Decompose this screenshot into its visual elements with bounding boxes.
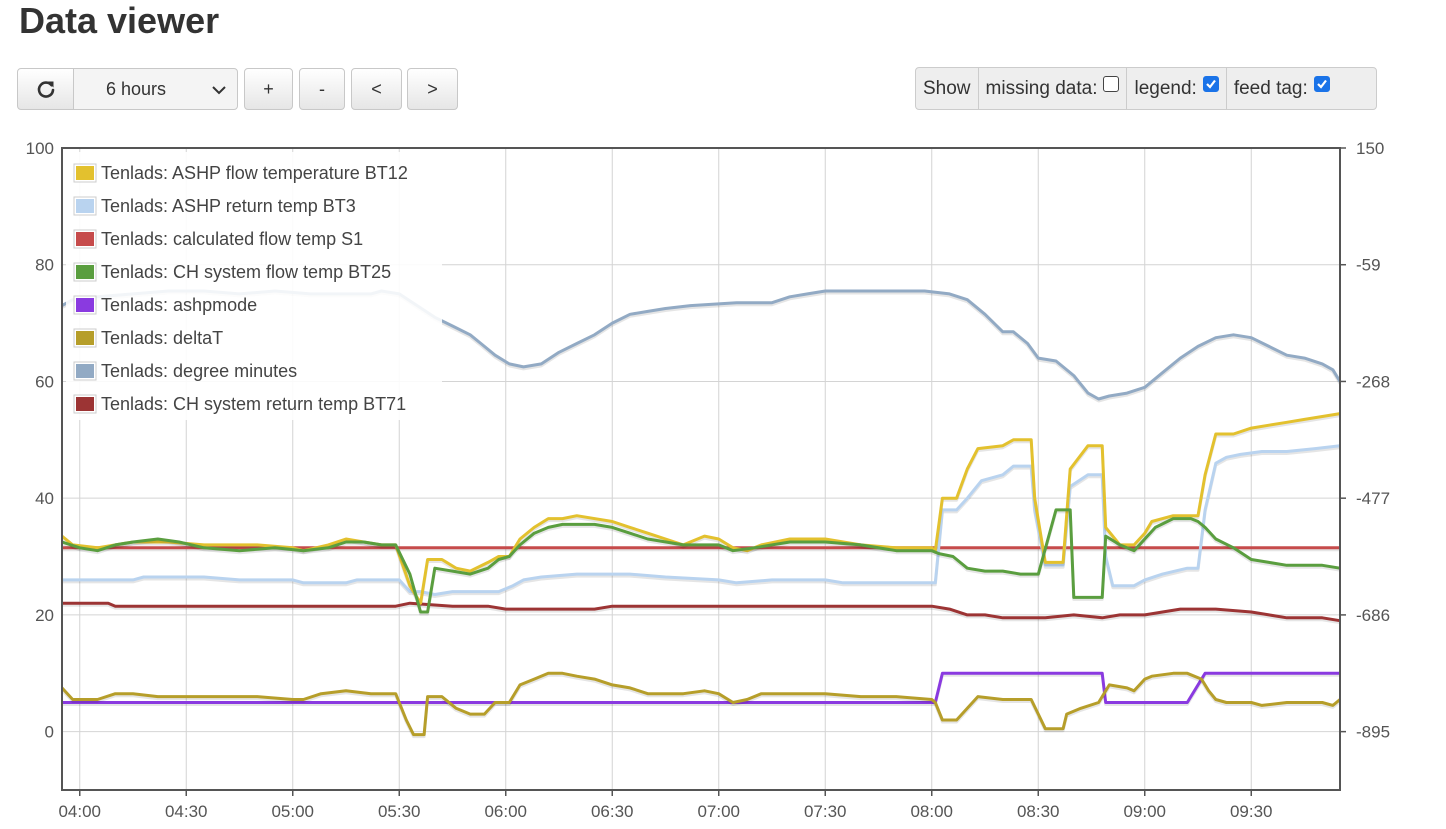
x-tick-label: 08:30 [1017,802,1060,821]
legend-swatch [76,298,94,312]
missing-data-option[interactable]: missing data: [979,68,1128,109]
legend-label: legend: [1134,77,1197,99]
y-tick-label-right: 150 [1356,139,1384,158]
legend-entry-label: Tenlads: calculated flow temp S1 [101,229,363,249]
data-chart[interactable]: 100 80 60 40 20 0 150 -59 -268 -477 -686 -895 04:0… [0,130,1446,829]
y-tick-label-right: -59 [1356,256,1381,275]
legend-swatch [76,232,94,246]
page-title: Data viewer [19,0,220,41]
interval-select-value: 6 hours [106,78,167,99]
series-line-0 [61,412,1341,605]
feed-tag-option[interactable]: feed tag: [1227,68,1337,109]
show-options: Show missing data: legend: feed tag: [915,67,1377,110]
y-tick-label-right: -686 [1356,606,1390,625]
series-shadow [61,414,1341,607]
legend-swatch [76,331,94,345]
series-line-3 [61,508,1341,614]
x-tick-label: 04:00 [58,802,101,821]
series-line-5 [60,671,1341,737]
chart-grid [62,147,1340,790]
y-tick-label-right: -477 [1356,489,1390,508]
checkmark-icon [1317,79,1327,89]
series-shadow [60,673,1341,739]
series-shadow [62,603,1341,625]
legend-entry-label: Tenlads: ashpmode [101,295,257,315]
pan-right-button[interactable]: > [407,68,458,110]
x-tick-label: 08:00 [910,802,953,821]
y-tick-label-right: -895 [1356,723,1390,742]
legend-swatch [76,166,94,180]
refresh-icon [37,81,54,98]
x-tick-label: 06:30 [591,802,634,821]
legend-swatch [76,265,94,279]
y-tick-label-left: 80 [35,256,54,275]
legend-entry-label: Tenlads: ASHP flow temperature BT12 [101,163,408,183]
x-tick-label: 09:00 [1123,802,1166,821]
series-line-1 [62,444,1341,596]
zoom-in-button[interactable]: + [244,68,293,110]
legend-entry-label: Tenlads: degree minutes [101,361,297,381]
legend-entry-label: Tenlads: deltaT [101,328,223,348]
y-tick-label-right: -268 [1356,372,1390,391]
x-tick-label: 06:00 [484,802,527,821]
y-tick-label-left: 60 [35,372,54,391]
x-tick-label: 04:30 [165,802,208,821]
y-tick-label-left: 20 [35,606,54,625]
legend-swatch [76,199,94,213]
y-tick-label-left: 40 [35,489,54,508]
feed-tag-checkbox[interactable] [1313,75,1330,92]
legend-checkbox[interactable] [1202,75,1219,92]
x-tick-label: 05:00 [271,802,314,821]
legend-entry-label: Tenlads: CH system flow temp BT25 [101,262,391,282]
pan-left-button[interactable]: < [351,68,402,110]
y-tick-label-left: 100 [26,139,54,158]
x-tick-label: 07:30 [804,802,847,821]
missing-data-checkbox[interactable] [1103,75,1120,92]
y-axis-left: 100 80 60 40 20 0 [26,139,54,742]
legend-option[interactable]: legend: [1127,68,1227,109]
x-tick-label: 05:30 [378,802,421,821]
legend-background [66,152,442,420]
legend-swatch [76,364,94,378]
plot-frame [61,147,1341,791]
legend-entry-label: Tenlads: ASHP return temp BT3 [101,196,356,216]
series-shadow [62,446,1341,598]
chevron-down-icon [212,86,226,95]
y-axis-right: 150 -59 -268 -477 -686 -895 [1340,139,1390,742]
missing-data-label: missing data: [985,77,1098,99]
x-axis: 04:00 04:30 05:00 05:30 06:00 06:30 07:00 07:30… [58,790,1273,821]
y-tick-label-left: 0 [45,723,54,742]
legend-entry-label: Tenlads: CH system return temp BT71 [101,394,406,414]
series-line-7 [62,601,1341,623]
x-tick-label: 07:00 [697,802,740,821]
show-label: Show [916,68,979,109]
chart-legend: Tenlads: ASHP flow temperature BT12 Tenla… [66,152,442,420]
feed-tag-label: feed tag: [1233,77,1308,99]
legend-swatch [76,397,94,411]
interval-select[interactable]: 6 hours [73,68,238,110]
checkmark-icon [1206,79,1216,89]
refresh-button[interactable] [17,68,74,110]
zoom-out-button[interactable]: - [299,68,345,110]
x-tick-label: 09:30 [1230,802,1273,821]
